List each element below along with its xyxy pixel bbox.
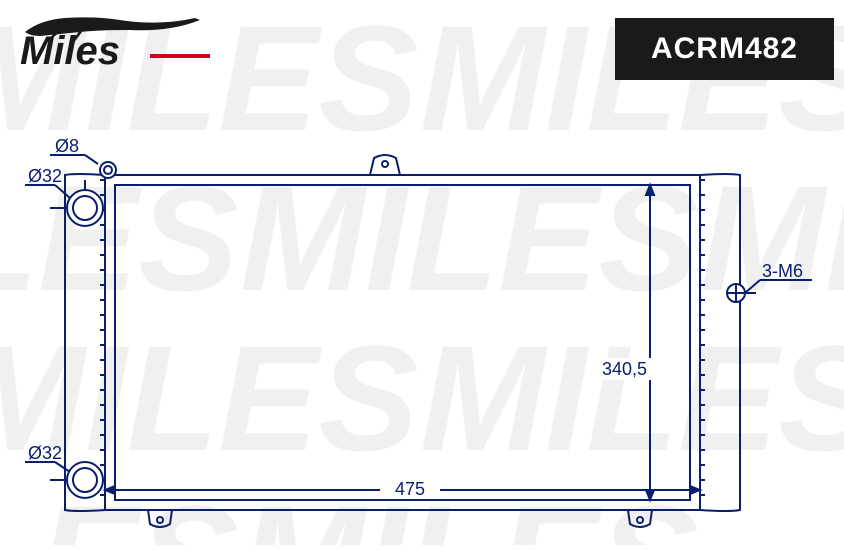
radiator-core (105, 175, 700, 510)
dim-3m6-label: 3-M6 (762, 261, 803, 281)
dim-height: 340,5 (598, 185, 658, 500)
dim-d32-top: Ø32 (25, 166, 70, 198)
port-small-top (100, 162, 116, 178)
dim-d8-label: Ø8 (55, 136, 79, 156)
port-outlet (50, 462, 103, 498)
mount-bottom-left (148, 510, 172, 527)
dim-d32-bottom: Ø32 (25, 443, 70, 472)
right-tank (700, 174, 740, 511)
technical-diagram: 475 340,5 Ø8 Ø32 (0, 80, 844, 545)
radiator-core-inner (115, 185, 690, 500)
mount-bottom-right (628, 510, 652, 527)
dim-width-label: 475 (395, 479, 425, 499)
dim-d8: Ø8 (50, 136, 98, 164)
header: Miles ACRM482 (0, 0, 844, 80)
dim-d32-top-label: Ø32 (28, 166, 62, 186)
brand-name: Miles (20, 29, 120, 70)
dim-d32-bot-label: Ø32 (28, 443, 62, 463)
dim-height-label: 340,5 (602, 359, 647, 379)
dim-width: 475 (105, 477, 700, 499)
part-number: ACRM482 (651, 32, 798, 65)
part-number-badge: ACRM482 (615, 18, 834, 80)
mount-top (370, 155, 400, 175)
brand-accent (150, 54, 210, 58)
dim-3m6: 3-M6 (745, 261, 812, 293)
brand-logo: Miles (20, 10, 220, 75)
